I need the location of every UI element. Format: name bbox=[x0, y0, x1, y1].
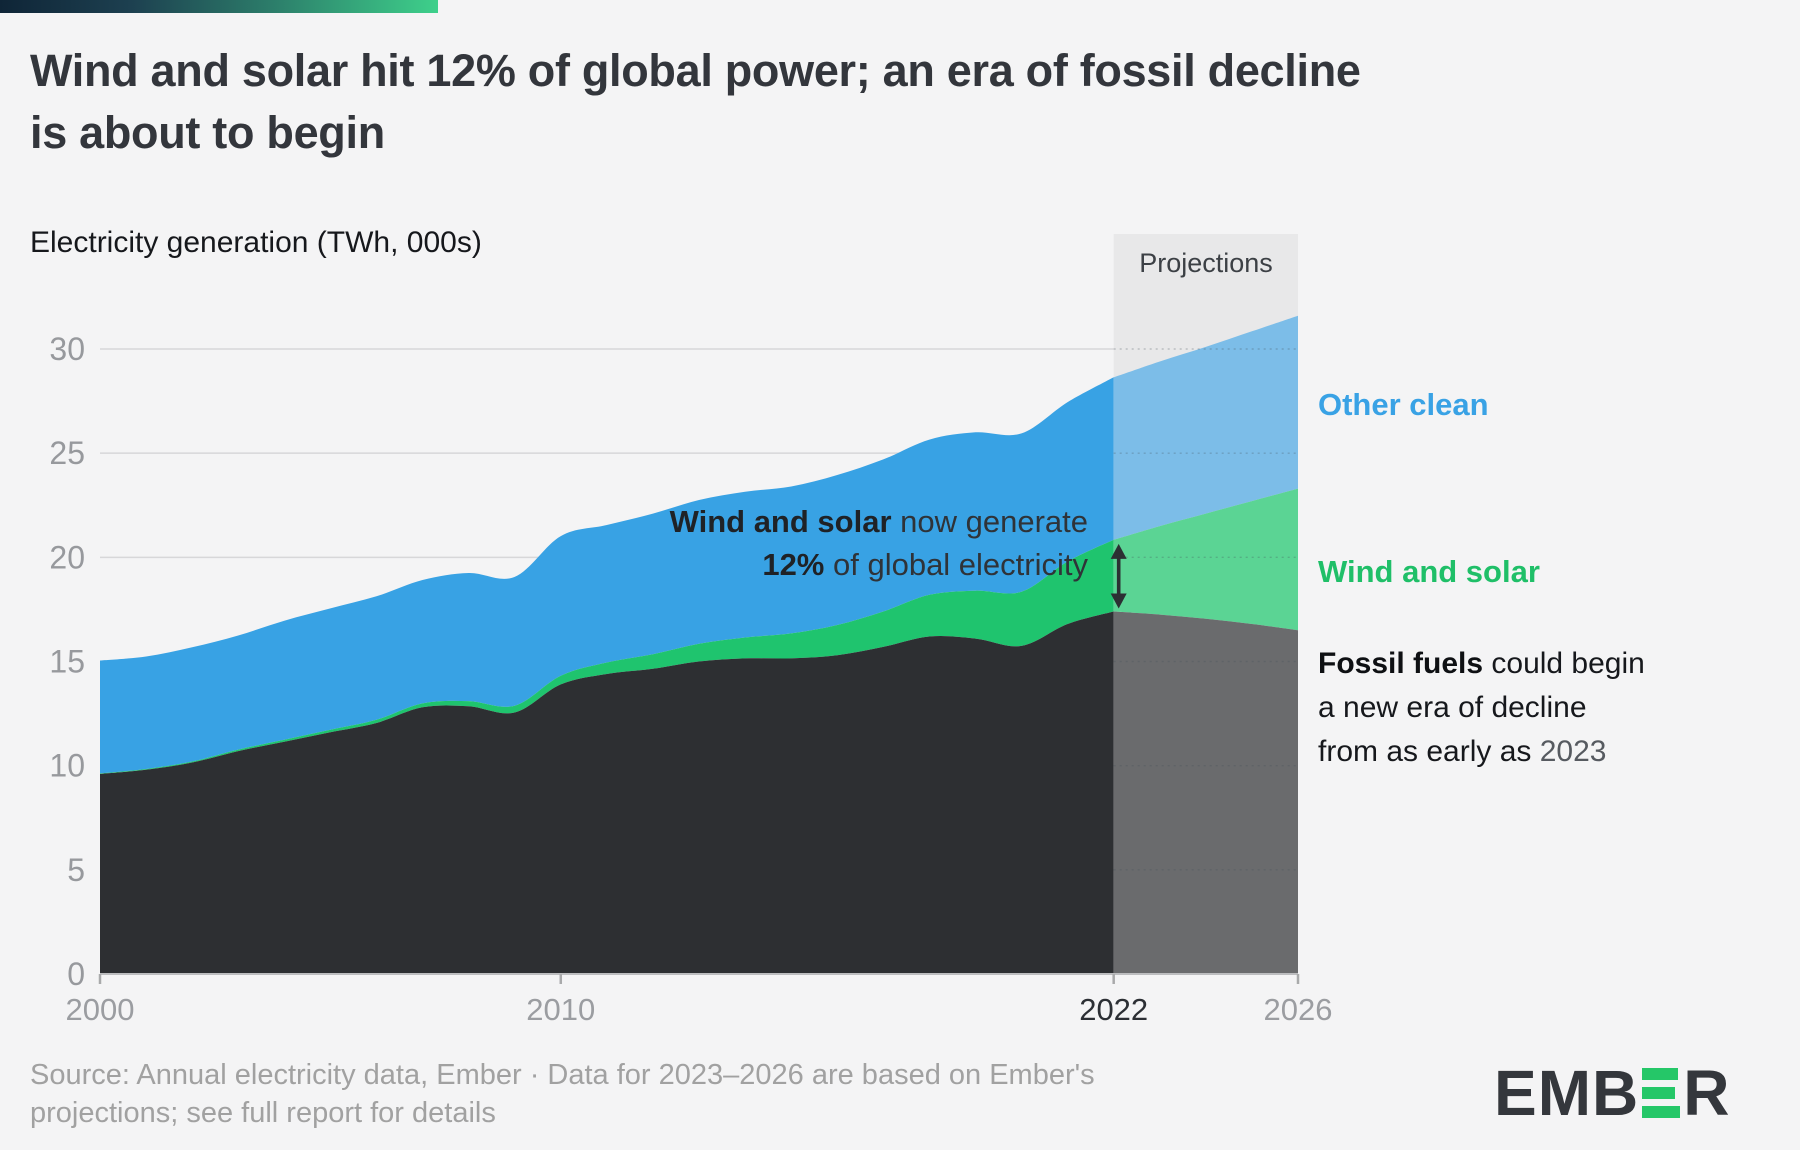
brand-gradient-bar bbox=[0, 0, 438, 13]
fossil-note-line3: from as early as bbox=[1318, 735, 1540, 768]
svg-text:2022: 2022 bbox=[1079, 992, 1148, 1027]
svg-text:2026: 2026 bbox=[1264, 992, 1333, 1027]
svg-text:15: 15 bbox=[49, 644, 85, 680]
fossil-note-bold: Fossil fuels bbox=[1318, 647, 1484, 680]
svg-text:25: 25 bbox=[49, 435, 85, 471]
svg-text:2000: 2000 bbox=[66, 992, 135, 1027]
series-label-wind-solar: Wind and solar bbox=[1318, 554, 1540, 589]
svg-text:30: 30 bbox=[49, 331, 85, 367]
svg-text:2010: 2010 bbox=[526, 992, 595, 1027]
ember-logo-green-e-icon bbox=[1642, 1068, 1681, 1118]
page-title: Wind and solar hit 12% of global power; … bbox=[30, 40, 1630, 164]
projection-dotted-gridlines bbox=[1113, 348, 1298, 871]
page-title-line1: Wind and solar hit 12% of global power; … bbox=[30, 45, 1361, 96]
projections-band-label: Projections bbox=[1139, 248, 1273, 278]
svg-text:0: 0 bbox=[67, 956, 85, 992]
ember-logo: EMB R bbox=[1494, 1057, 1731, 1129]
svg-text:5: 5 bbox=[67, 852, 85, 888]
projection-area-wind-solar bbox=[1113, 488, 1298, 631]
x-axis bbox=[98, 973, 1300, 984]
area-fossil-fuels bbox=[100, 611, 1114, 974]
svg-text:10: 10 bbox=[49, 748, 85, 784]
svg-text:20: 20 bbox=[49, 539, 85, 575]
series-label-other-clean: Other clean bbox=[1318, 387, 1489, 422]
wind-solar-annotation: Wind and solar now generate 12% of globa… bbox=[486, 500, 1088, 586]
source-attribution: Source: Annual electricity data, Ember ·… bbox=[30, 1056, 1095, 1132]
annotation-bold-wind-solar: Wind and solar bbox=[669, 504, 892, 539]
y-axis-labels: 0 5 10 15 20 25 30 bbox=[49, 331, 85, 992]
source-line2: projections; see full report for details bbox=[30, 1097, 496, 1129]
fossil-note-year: 2023 bbox=[1539, 735, 1607, 768]
x-axis-labels: 2000 2010 2022 2026 bbox=[66, 992, 1333, 1027]
ember-logo-text-r: R bbox=[1683, 1057, 1731, 1129]
page-title-line2: is about to begin bbox=[30, 107, 385, 158]
annotation-text2: of global electricity bbox=[824, 547, 1088, 582]
source-line1: Source: Annual electricity data, Ember ·… bbox=[30, 1059, 1095, 1091]
chart-subtitle: Electricity generation (TWh, 000s) bbox=[30, 226, 482, 259]
fossil-note-rest: could begin bbox=[1483, 647, 1645, 680]
annotation-arrow bbox=[1110, 543, 1127, 609]
fossil-fuels-note: Fossil fuels could begin a new era of de… bbox=[1318, 642, 1738, 774]
ember-logo-text-emb: EMB bbox=[1494, 1057, 1640, 1129]
area-other-clean bbox=[100, 377, 1114, 774]
projection-area-other-clean bbox=[1113, 315, 1298, 540]
fossil-note-line2: a new era of decline bbox=[1318, 691, 1587, 724]
annotation-text: now generate bbox=[891, 504, 1088, 539]
annotation-bold-12pct: 12% bbox=[762, 547, 825, 582]
projection-area-fossil-fuels bbox=[1113, 611, 1298, 974]
